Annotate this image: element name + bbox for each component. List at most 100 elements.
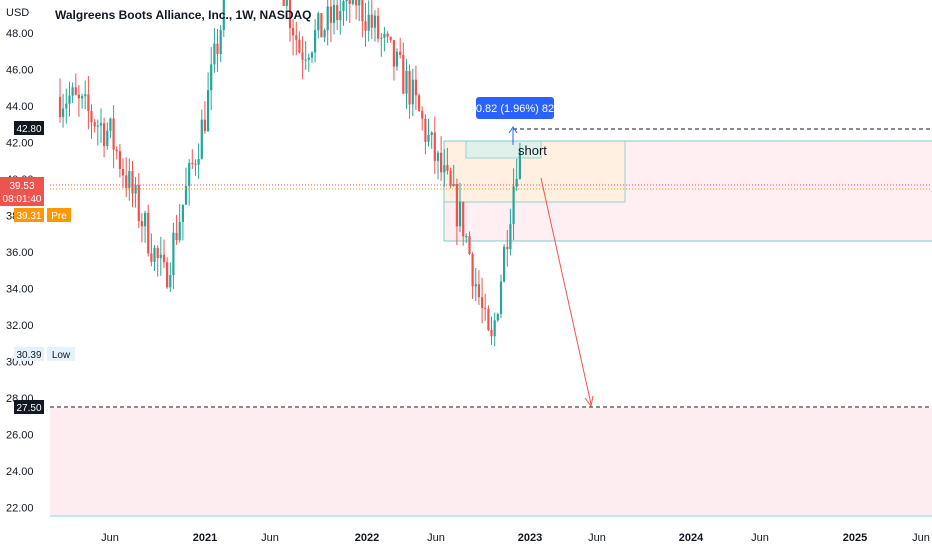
candle-body (112, 118, 115, 150)
candle-body (499, 281, 503, 315)
candle-body (298, 39, 301, 53)
candle-body (169, 275, 172, 288)
candle-body (314, 30, 317, 53)
last-price-tag-box (0, 177, 44, 206)
candle-body (424, 118, 427, 142)
low-label-box (47, 347, 75, 361)
premarket-price-tag: 39.31 (16, 211, 41, 222)
candle-body (197, 158, 200, 165)
x-axis-ticks: Jun 2021 Jun 2022 Jun 2023 Jun 2024 Jun 2025 Jun (101, 532, 930, 544)
candle-body (121, 169, 125, 176)
candle-body (452, 184, 455, 186)
candle-body (84, 94, 87, 97)
candle-body (131, 171, 134, 194)
candle-body (380, 37, 383, 39)
premarket-label-box (47, 208, 71, 222)
candle-body (462, 201, 465, 237)
candle-body (474, 284, 477, 287)
candle-body (58, 96, 62, 117)
short-annotation: short (518, 143, 547, 158)
candle-body (484, 307, 487, 309)
candle-body (323, 30, 326, 38)
candle-body (222, 0, 225, 30)
candle-body (408, 71, 411, 105)
candle-body (65, 103, 68, 109)
x-tick-label: Jun (751, 532, 769, 544)
candle-body (493, 320, 496, 337)
candle-body (207, 90, 210, 132)
candle-body (87, 94, 90, 112)
candle-body (320, 13, 323, 38)
candle-body (166, 262, 169, 288)
y-tick-label: 32.00 (6, 320, 34, 332)
candle-body (446, 165, 449, 171)
candle-body (172, 232, 175, 276)
candle-body (307, 57, 310, 60)
candle-body (106, 130, 109, 146)
countdown-tag: 08:01:40 (3, 194, 42, 205)
x-tick-label: 2022 (355, 532, 379, 544)
candle-body (496, 314, 499, 321)
target-price-tag: 27.50 (16, 403, 41, 414)
y-tick-label: 44.00 (6, 101, 34, 113)
candle-body (345, 0, 348, 2)
candle-body (71, 87, 74, 96)
candles-group (58, 0, 521, 347)
candle-body (332, 5, 336, 23)
candle-body (81, 96, 84, 99)
candle-body (103, 123, 106, 146)
candle-body (336, 5, 339, 21)
y-tick-label: 46.00 (6, 65, 34, 77)
candle-body (370, 14, 373, 28)
x-tick-label: Jun (101, 532, 119, 544)
candle-body (506, 246, 509, 250)
candle-body (326, 6, 329, 31)
x-axis-panel[interactable] (50, 522, 932, 550)
candle-body (178, 222, 181, 241)
candle-body (503, 246, 506, 282)
y-tick-label: 34.00 (6, 284, 34, 296)
candle-body (181, 204, 184, 222)
candle-body (292, 28, 295, 36)
x-tick-label: Jun (912, 532, 930, 544)
candle-body (481, 297, 484, 308)
candle-body (134, 185, 137, 194)
low-price-tag: 30.39 (16, 350, 41, 361)
candle-body (411, 79, 414, 105)
candle-body (159, 254, 162, 259)
candle-body (188, 162, 191, 187)
y-tick-label: 42.00 (6, 138, 34, 150)
candle-body (194, 163, 197, 165)
candle-body (137, 185, 140, 222)
candle-body (433, 132, 436, 161)
candle-body (392, 40, 395, 67)
candle-body (490, 329, 493, 337)
candle-body (455, 184, 458, 227)
y-tick-label: 26.00 (6, 430, 34, 442)
candle-body (355, 0, 358, 6)
candle-body (90, 111, 93, 123)
candle-body (471, 254, 474, 287)
candle-body (421, 110, 424, 119)
candle-body (443, 165, 446, 173)
last-price-tag: 39.53 (9, 181, 34, 192)
candle-body (162, 254, 166, 263)
candle-body (115, 149, 118, 152)
candle-body (395, 51, 399, 67)
chart-title: Walgreens Boots Alliance, Inc., 1W, NASD… (55, 8, 312, 22)
y-tick-label: 48.00 (6, 28, 34, 40)
candle-body (74, 87, 77, 95)
candle-body (399, 51, 402, 55)
candle-body (351, 0, 354, 4)
x-tick-label: 2024 (679, 532, 704, 544)
candle-body (213, 43, 216, 65)
y-axis-panel[interactable] (0, 0, 50, 522)
measure-label: 0.82 (1.96%) 82 (476, 103, 554, 115)
candle-body (427, 135, 430, 142)
candle-body (109, 118, 112, 131)
candle-body (487, 308, 490, 330)
candle-body (184, 186, 188, 205)
x-tick-label: Jun (588, 532, 606, 544)
candle-body (342, 1, 345, 11)
